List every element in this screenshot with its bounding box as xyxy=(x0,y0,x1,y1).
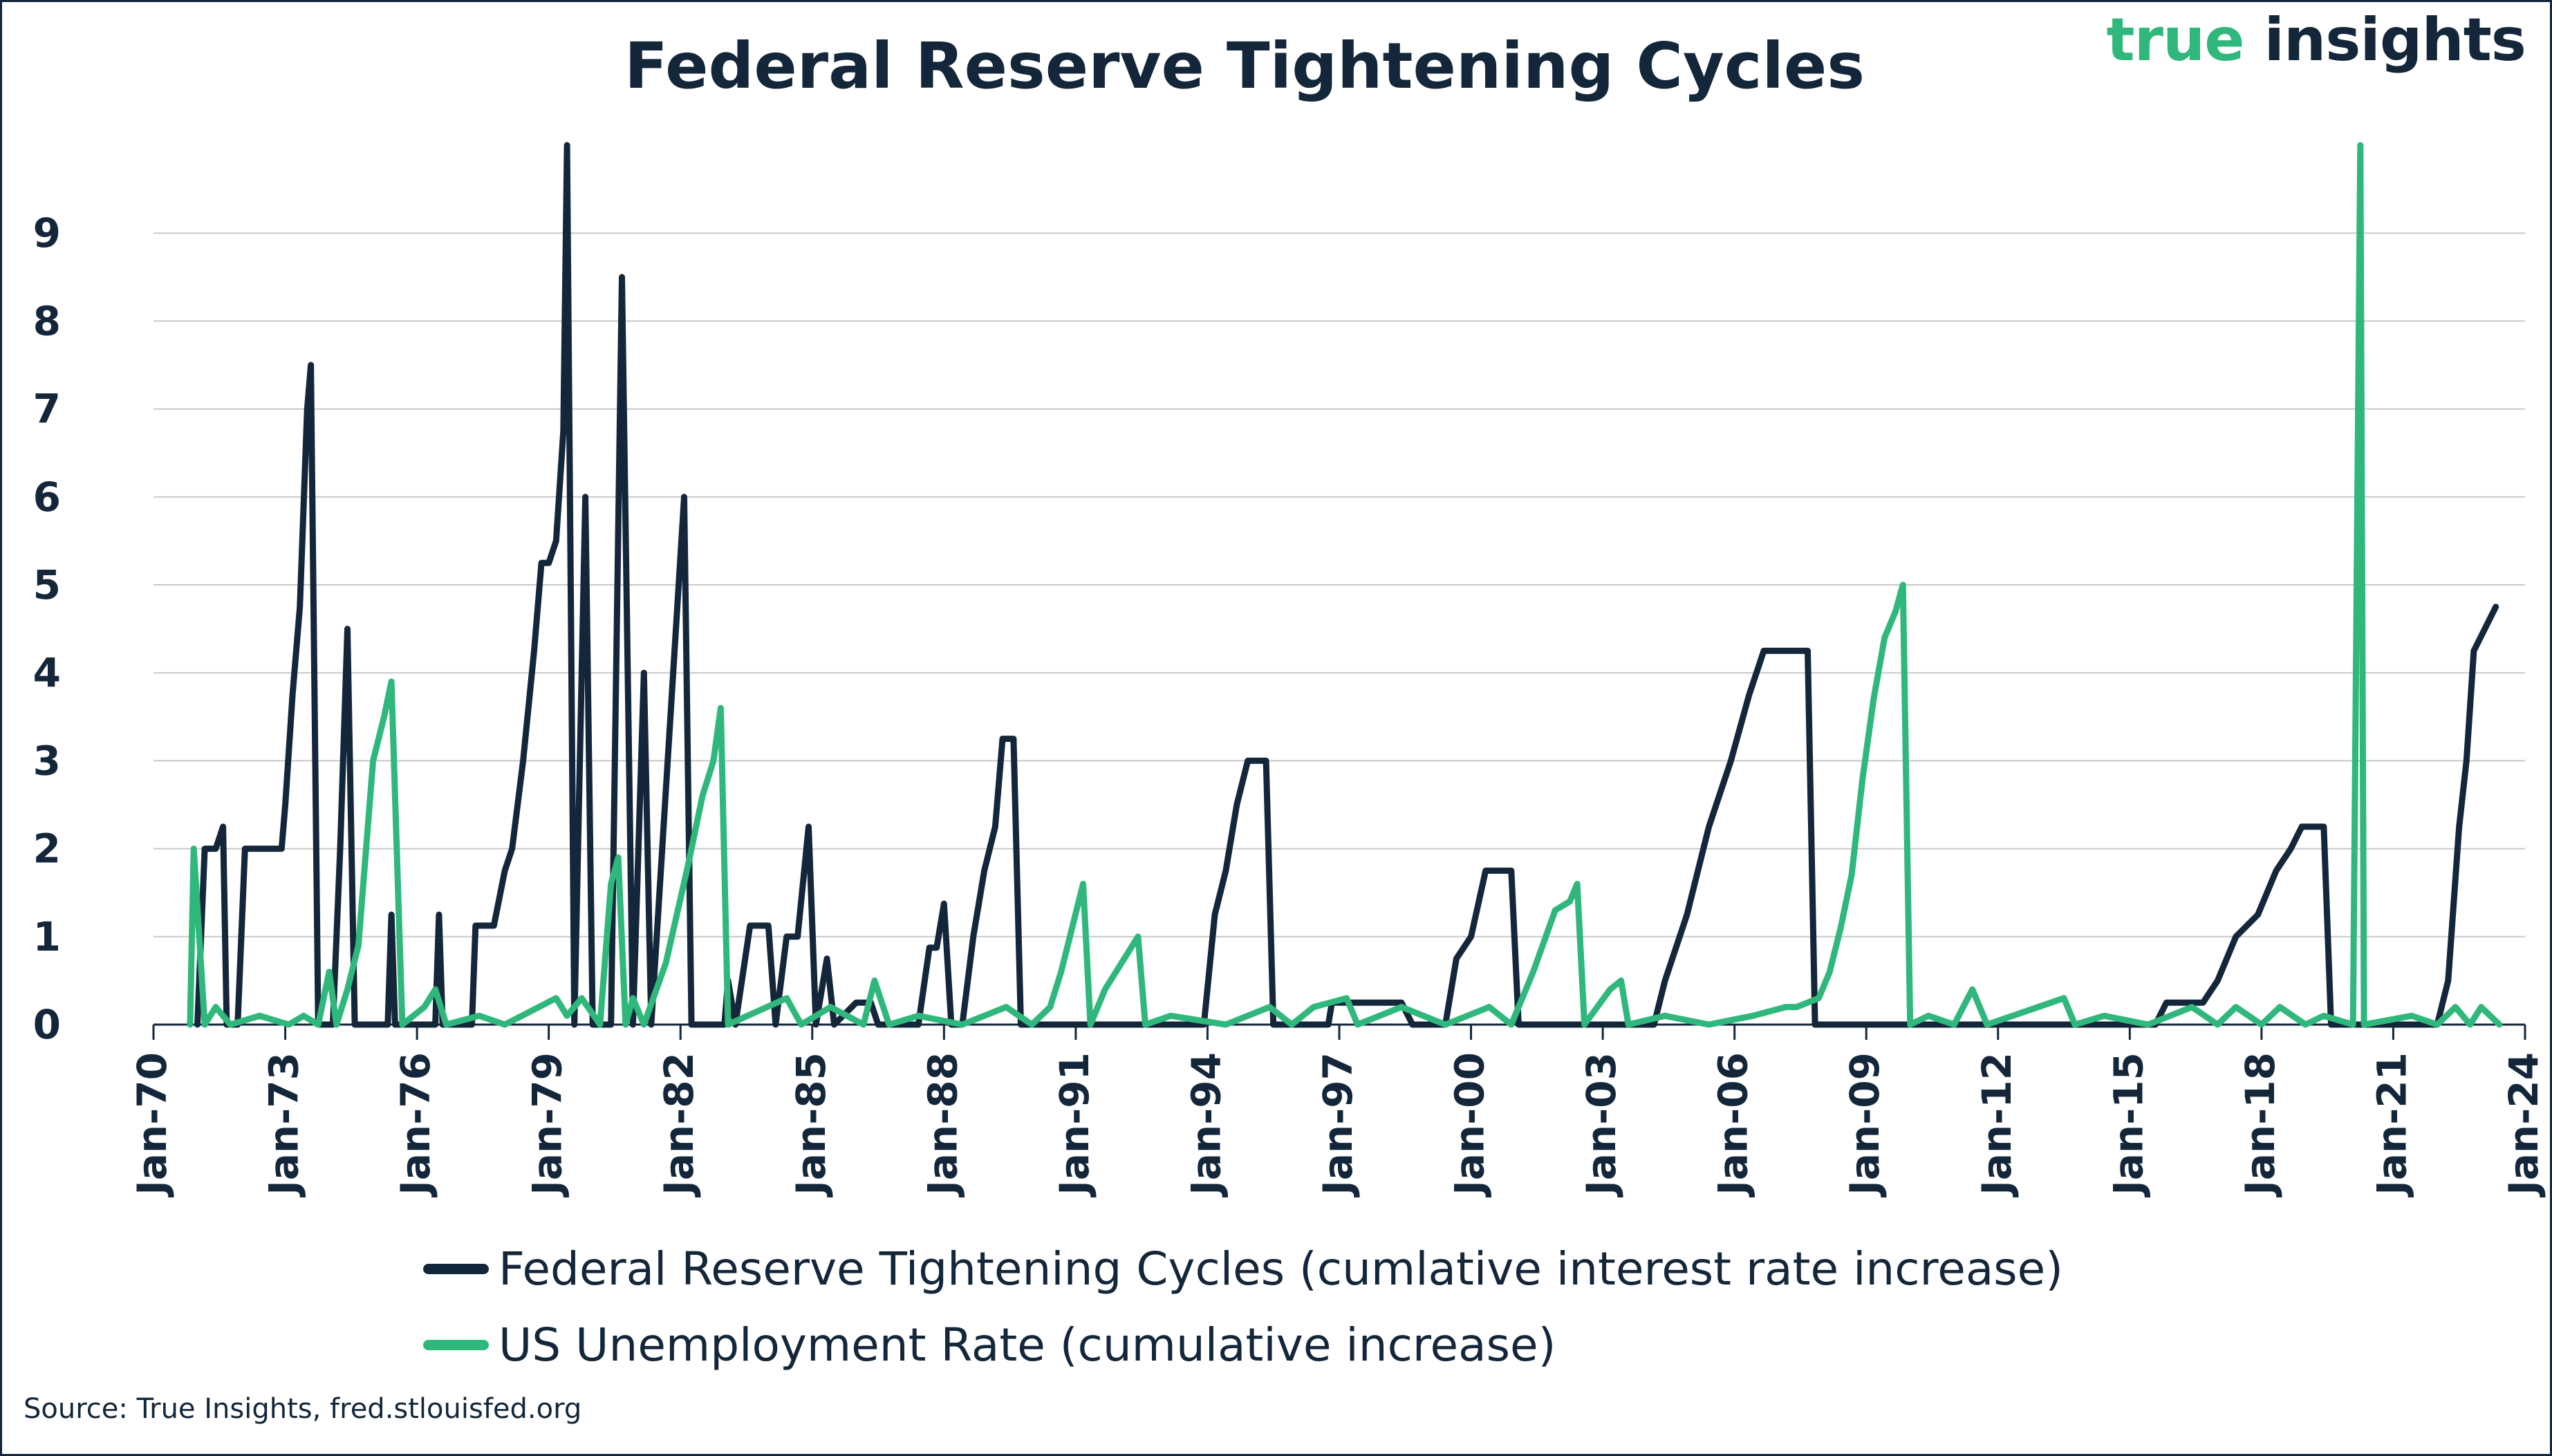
y-tick-label: 5 xyxy=(33,561,61,608)
series-lines xyxy=(187,142,2503,1028)
legend-item-unemployment: US Unemployment Rate (cumulative increas… xyxy=(423,1307,2063,1383)
legend-label-fed: Federal Reserve Tightening Cycles (cumla… xyxy=(499,1242,2064,1296)
x-tick-label: Jan-91 xyxy=(1051,1052,1098,1198)
x-tick-label: Jan-03 xyxy=(1578,1052,1625,1198)
x-tick-label: Jan-06 xyxy=(1710,1052,1757,1198)
brand-logo: true insights xyxy=(2107,6,2526,75)
x-tick-label: Jan-00 xyxy=(1446,1052,1493,1198)
y-tick-label: 7 xyxy=(33,386,61,433)
x-tick-label: Jan-94 xyxy=(1182,1052,1229,1198)
x-tick-label: Jan-82 xyxy=(655,1052,702,1198)
series-line-unemployment xyxy=(187,142,2503,1028)
y-tick-label: 8 xyxy=(33,297,61,344)
x-tick-label: Jan-85 xyxy=(788,1052,835,1198)
y-axis: 0 1 2 3 4 5 6 7 8 9 xyxy=(33,209,61,1048)
legend: Federal Reserve Tightening Cycles (cumla… xyxy=(423,1231,2063,1383)
x-tick-label: Jan-88 xyxy=(919,1052,966,1198)
brand-logo-part-true: true xyxy=(2106,6,2245,75)
y-tick-label: 3 xyxy=(33,737,61,784)
x-tick-label: Jan-15 xyxy=(2105,1052,2152,1198)
x-tick-label: Jan-76 xyxy=(392,1052,439,1198)
x-tick-label: Jan-18 xyxy=(2237,1052,2284,1198)
y-tick-label: 1 xyxy=(33,913,61,960)
legend-swatch-fed xyxy=(423,1263,489,1274)
y-tick-label: 9 xyxy=(33,209,61,256)
legend-label-unemployment: US Unemployment Rate (cumulative increas… xyxy=(499,1318,1556,1372)
x-tick-label: Jan-73 xyxy=(261,1052,308,1198)
chart-title: Federal Reserve Tightening Cycles xyxy=(624,29,1865,103)
y-tick-label: 2 xyxy=(33,825,61,872)
x-axis: Jan-70 Jan-73 Jan-76 Jan-79 Jan-82 Jan-85 Jan-… xyxy=(129,1023,2547,1198)
x-tick-label: Jan-70 xyxy=(129,1052,176,1198)
brand-logo-part-insights: insights xyxy=(2244,6,2526,75)
x-tick-label: Jan-97 xyxy=(1314,1052,1361,1198)
legend-item-fed: Federal Reserve Tightening Cycles (cumla… xyxy=(423,1231,2063,1307)
legend-swatch-unemployment xyxy=(423,1339,489,1350)
x-tick-label: Jan-21 xyxy=(2368,1052,2415,1198)
source-note: Source: True Insights, fred.stlouisfed.o… xyxy=(24,1393,582,1425)
y-tick-label: 4 xyxy=(33,649,61,696)
x-tick-label: Jan-79 xyxy=(524,1052,571,1198)
y-tick-label: 6 xyxy=(33,474,61,521)
x-tick-label: Jan-12 xyxy=(1973,1052,2020,1198)
y-tick-label: 0 xyxy=(33,1001,61,1048)
x-tick-label: Jan-24 xyxy=(2500,1052,2547,1198)
gridlines xyxy=(153,232,2525,937)
x-tick-label: Jan-09 xyxy=(1841,1052,1888,1198)
